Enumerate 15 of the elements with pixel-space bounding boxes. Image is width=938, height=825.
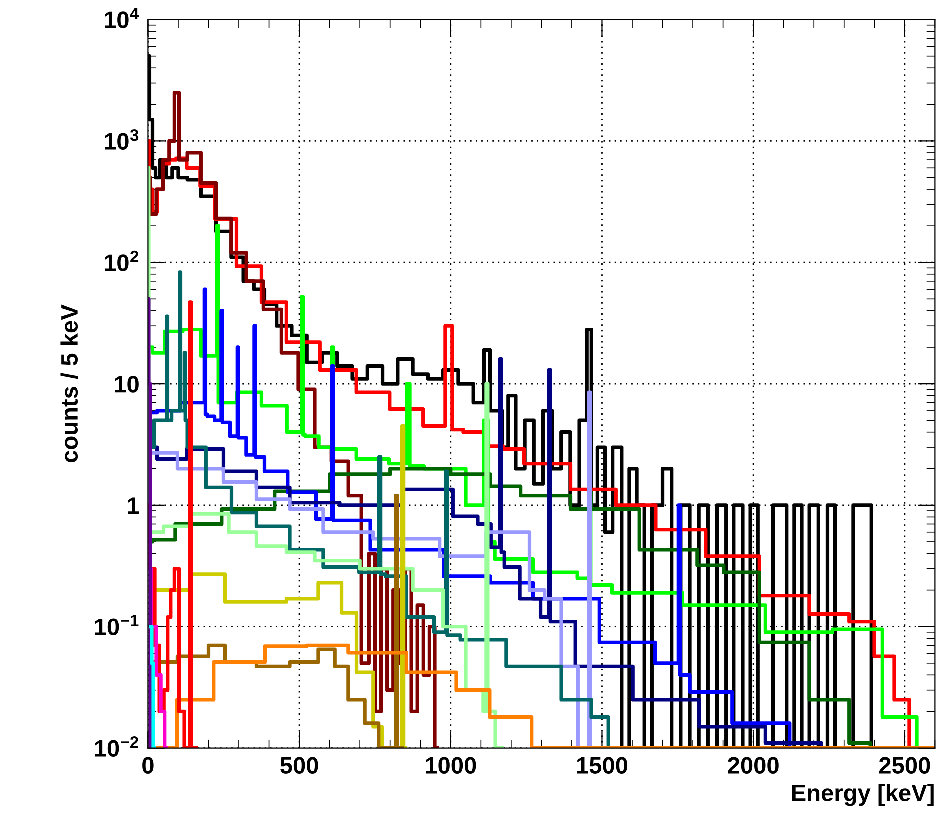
y-axis-title: counts / 5 keV [60, 304, 78, 462]
y-tick-label: 10$^{−1}$ [95, 615, 139, 636]
x-tick-label: 1500 [577, 757, 628, 774]
y-tick-label: 10$^{3}$ [104, 129, 139, 150]
x-tick-label: 0 [142, 757, 154, 774]
x-axis-title: Energy [keV] [792, 784, 934, 806]
y-tick-label: 10 [115, 376, 139, 393]
x-tick-label: 2500 [879, 757, 930, 774]
y-tick-label: 1 [128, 498, 140, 514]
x-tick-label: 1000 [426, 757, 476, 774]
y-tick-label: 10$^{2}$ [104, 250, 139, 272]
y-tick-label: 10$^{−2}$ [95, 736, 138, 758]
y-tick-label: 10$^{4}$ [104, 8, 140, 28]
x-tick-label: 2000 [728, 757, 779, 774]
x-tick-label: 500 [280, 757, 318, 774]
